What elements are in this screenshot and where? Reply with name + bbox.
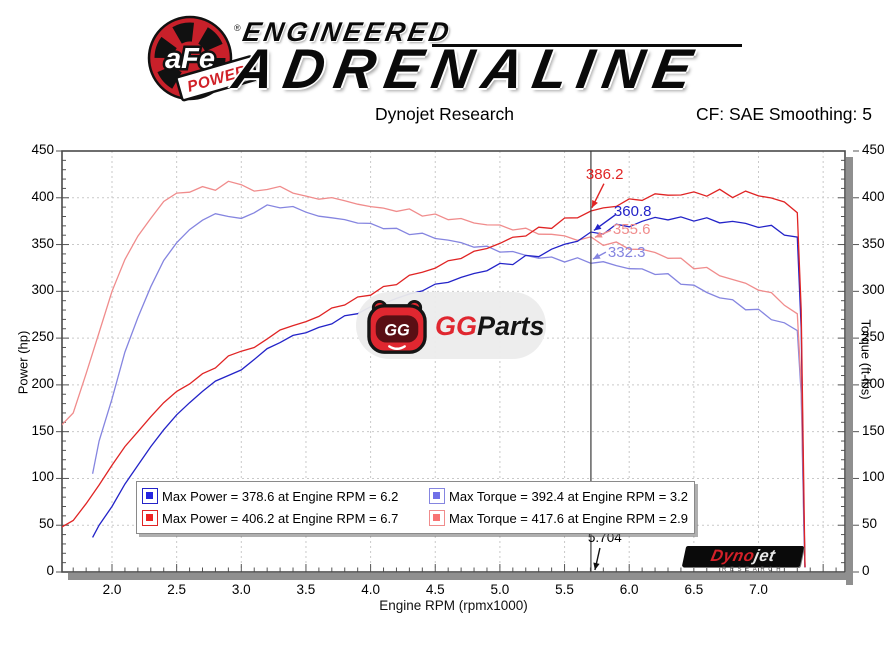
plot-shadow-right [846,157,853,585]
registered-mark: ® [234,23,241,33]
x-axis-title: Engine RPM (rpmx1000) [379,598,528,613]
chart-title: Dynojet Research [374,104,515,124]
y-tick-label-left: 250 [31,329,54,345]
dynojet-logo-jet: jet [752,547,778,565]
y-tick-label-left: 400 [31,188,54,204]
legend-label: Max Torque = 392.4 at Engine RPM = 3.2 [449,488,688,504]
cursor-arrow-head [593,562,600,570]
dynojet-logo-dyno: Dyno [709,547,757,565]
y-tick-label-right: 150 [862,422,885,438]
x-tick-label: 5.0 [490,582,510,597]
annotation-arrow-head [594,231,603,238]
y-tick-label-left: 50 [38,516,54,532]
legend-marker-torque-run2 [429,510,445,526]
x-tick-label: 4.0 [361,582,380,597]
legend-entry-torque-run1: Max Torque = 392.4 at Engine RPM = 3.2 [429,488,688,504]
legend-label: Max Torque = 417.6 at Engine RPM = 2.9 [449,510,688,526]
x-tick-label: 2.0 [102,582,122,597]
y-tick-label-left: 150 [31,422,54,438]
x-tick-label: 3.5 [296,582,316,597]
x-tick-label: 2.5 [167,582,187,597]
annotation-torque-red: 355.6 [612,221,651,239]
y-tick-label-left: 350 [31,235,54,251]
y-tick-label-left: 0 [46,563,54,578]
legend-entry-power-run1: Max Power = 378.6 at Engine RPM = 6.2 [142,488,429,504]
y-tick-label-right: 250 [862,329,885,345]
curve-torque-run-2 [62,180,806,568]
x-tick-label: 4.5 [425,582,445,597]
annotation-arrow-head [593,223,602,231]
legend-entry-torque-run2: Max Torque = 417.6 at Engine RPM = 2.9 [429,510,688,526]
annotation-arrow-head [592,252,601,260]
afe-shutter-hub [174,42,206,74]
plot-frame [61,150,846,573]
y-tick-label-left: 200 [31,375,54,391]
x-tick-label: 6.5 [684,582,704,597]
y-tick-label-right: 0 [862,563,870,578]
annotation-arrow-head [591,199,598,208]
legend-marker-power-run2 [142,510,158,526]
y-tick-label-right: 450 [862,142,885,157]
dynojet-logo: Dynojet [681,546,805,567]
ggparts-parts: Parts [477,311,545,341]
y-tick-label-left: 450 [31,142,54,157]
annotation-torque-blue: 332.3 [607,244,646,262]
x-tick-label: 5.5 [555,582,574,597]
x-tick-label: 6.0 [619,582,639,597]
x-tick-label: 7.0 [749,582,768,597]
annotation-power-red: 386.2 [585,165,624,183]
y-tick-label-left: 100 [31,469,54,485]
x-tick-label: 3.0 [231,582,251,597]
afe-power-logo: aFe ® POWER [147,15,256,102]
legend-marker-power-run1 [142,488,158,504]
ggparts-wordmark: GGParts [435,311,545,342]
correction-factor-label: CF: SAE Smoothing: 5 [695,104,872,124]
ggparts-gg: GG [435,311,478,341]
power-banner: POWER [175,55,256,102]
y-tick-label-right: 300 [862,282,885,298]
legend-marker-torque-run1 [429,488,445,504]
legend-label: Max Power = 378.6 at Engine RPM = 6.2 [162,488,399,504]
dynojet-research-text: RESEARCH [722,567,785,573]
curve-torque-run-1 [91,204,806,568]
curve-power-run-1 [92,216,806,568]
mascot-gg-letters: GG [384,322,410,340]
brand-divider [432,44,742,47]
y-tick-label-right: 50 [862,516,878,532]
legend-box: Max Power = 378.6 at Engine RPM = 6.2 Ma… [136,481,695,534]
y-tick-label-right: 350 [862,235,885,251]
y-tick-label-right: 400 [862,188,885,204]
legend-label: Max Power = 406.2 at Engine RPM = 6.7 [162,510,399,526]
y-tick-label-right: 200 [862,375,885,391]
y-tick-label-right: 100 [862,469,885,485]
plot-shadow-bottom [68,573,853,580]
curve-power-run-2 [62,188,806,568]
annotation-power-blue: 360.8 [613,203,652,221]
legend-entry-power-run2: Max Power = 406.2 at Engine RPM = 6.7 [142,510,429,526]
y-tick-label-left: 300 [31,282,54,298]
ggparts-mascot-icon: GG [367,299,427,354]
